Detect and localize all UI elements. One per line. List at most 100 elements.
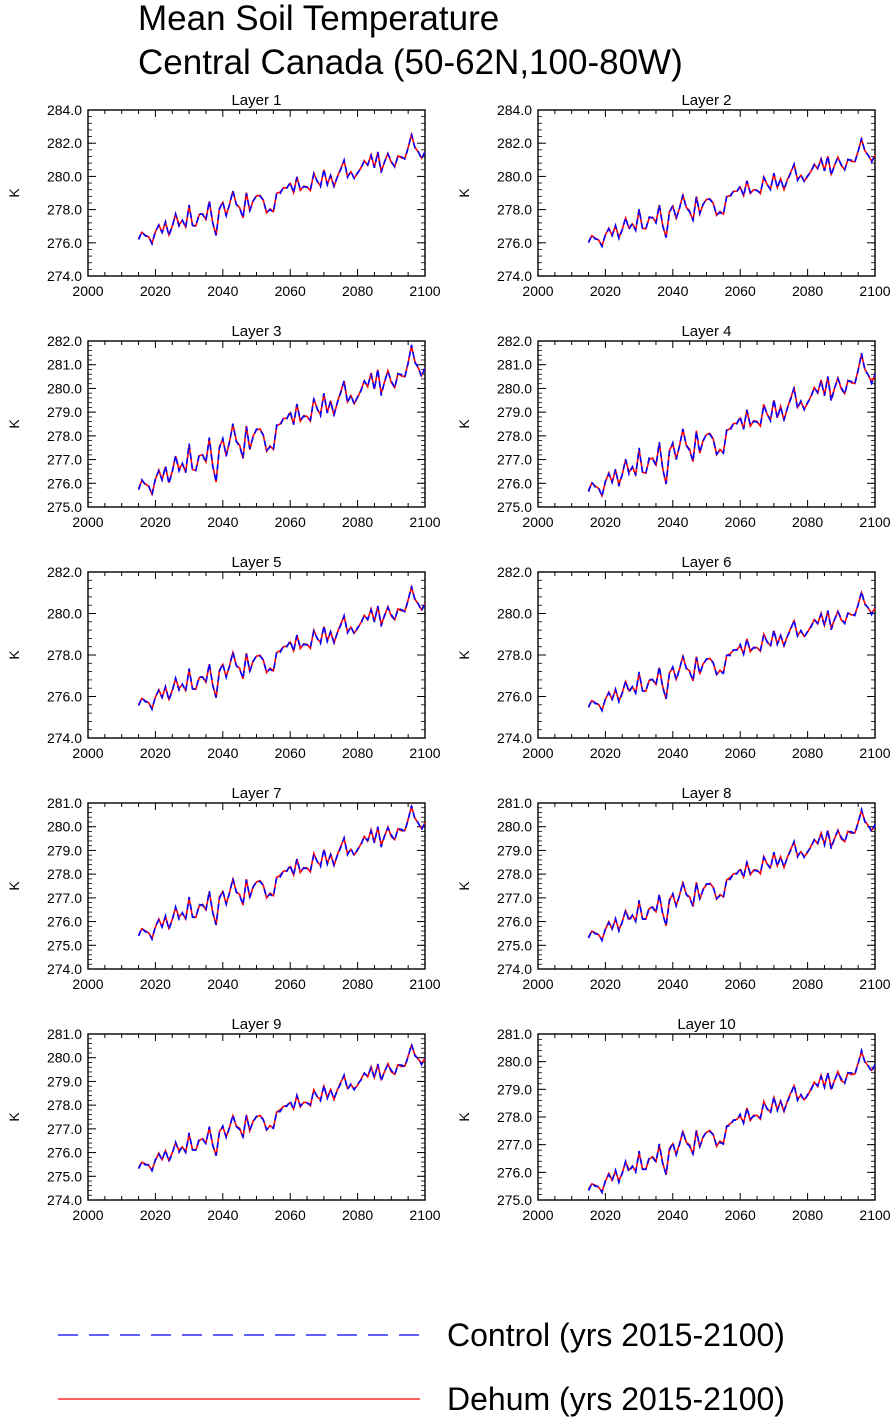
panel-title: Layer 2 [681, 92, 731, 109]
x-tick-label: 2080 [792, 976, 823, 992]
x-tick-label: 2060 [725, 976, 756, 992]
x-tick-label: 2000 [72, 976, 103, 992]
y-tick-label: 280.0 [47, 380, 82, 396]
x-tick-label: 2060 [275, 283, 306, 299]
x-tick-label: 2080 [792, 514, 823, 530]
y-tick-label: 282.0 [47, 564, 82, 580]
y-tick-label: 276.0 [497, 1164, 532, 1180]
x-tick-label: 2080 [792, 283, 823, 299]
y-tick-label: 275.0 [497, 499, 532, 515]
plot-frame [537, 109, 876, 277]
y-tick-label: 281.0 [497, 795, 532, 811]
y-tick-label: 277.0 [47, 890, 82, 906]
y-axis-label: K [6, 650, 22, 660]
y-tick-label: 274.0 [497, 730, 532, 746]
x-tick-label: 2100 [409, 976, 440, 992]
y-tick-label: 280.0 [497, 606, 532, 622]
panel-2: Layer 2 2000 2020 2040 2060 2080 2100 274.0 276.… [456, 92, 891, 299]
x-tick-label: 2020 [140, 745, 171, 761]
x-tick-label: 2060 [275, 745, 306, 761]
x-tick-label: 2080 [342, 514, 373, 530]
y-tick-label: 279.0 [47, 842, 82, 858]
y-axis-label: K [6, 1112, 22, 1122]
plot-frame [87, 109, 426, 277]
y-tick-label: 282.0 [497, 135, 532, 151]
x-tick-label: 2060 [275, 1207, 306, 1223]
x-tick-label: 2020 [140, 976, 171, 992]
series-line-control [137, 344, 426, 498]
y-tick-label: 278.0 [47, 866, 82, 882]
y-axis-label: K [6, 419, 22, 429]
y-tick-label: 278.0 [497, 202, 532, 218]
x-tick-label: 2040 [207, 514, 238, 530]
y-axis-label: K [6, 881, 22, 891]
x-tick-label: 2060 [725, 514, 756, 530]
y-tick-label: 275.0 [497, 1192, 532, 1208]
y-tick-label: 274.0 [47, 268, 82, 284]
x-tick-label: 2020 [590, 514, 621, 530]
plot-frame [87, 571, 426, 739]
x-tick-label: 2000 [522, 1207, 553, 1223]
y-tick-label: 274.0 [497, 268, 532, 284]
y-tick-label: 276.0 [497, 914, 532, 930]
x-tick-label: 2040 [207, 976, 238, 992]
y-tick-label: 277.0 [497, 890, 532, 906]
y-tick-label: 276.0 [497, 235, 532, 251]
y-tick-label: 279.0 [47, 404, 82, 420]
series-line-control [137, 133, 426, 247]
y-tick-label: 281.0 [47, 795, 82, 811]
x-tick-label: 2000 [522, 514, 553, 530]
panel-10: Layer 10 2000 2020 2040 2060 2080 2100 275.0 276… [456, 1016, 891, 1223]
series-line-dehum [137, 1042, 426, 1172]
y-tick-label: 277.0 [497, 452, 532, 468]
y-tick-label: 278.0 [47, 428, 82, 444]
plot-frame [537, 571, 876, 739]
x-tick-label: 2040 [657, 283, 688, 299]
x-tick-label: 2100 [859, 745, 890, 761]
x-tick-label: 2060 [725, 745, 756, 761]
x-tick-label: 2020 [590, 745, 621, 761]
y-axis-label: K [6, 188, 22, 198]
y-tick-label: 276.0 [47, 475, 82, 491]
y-tick-label: 280.0 [47, 819, 82, 835]
panel-5: Layer 5 2000 2020 2040 2060 2080 2100 274.0 276.… [6, 554, 441, 761]
x-tick-label: 2100 [859, 283, 890, 299]
y-tick-label: 276.0 [497, 475, 532, 491]
y-tick-label: 274.0 [497, 961, 532, 977]
x-tick-label: 2100 [859, 976, 890, 992]
x-tick-label: 2000 [72, 1207, 103, 1223]
panel-title: Layer 1 [231, 92, 281, 109]
y-tick-label: 274.0 [47, 1192, 82, 1208]
y-tick-label: 278.0 [47, 202, 82, 218]
y-tick-label: 278.0 [497, 647, 532, 663]
y-tick-label: 275.0 [47, 937, 82, 953]
panel-6: Layer 6 2000 2020 2040 2060 2080 2100 274.0 276.… [456, 554, 891, 761]
y-tick-label: 280.0 [47, 168, 82, 184]
y-tick-label: 280.0 [497, 1054, 532, 1070]
y-tick-label: 278.0 [497, 1109, 532, 1125]
x-tick-label: 2040 [657, 745, 688, 761]
x-tick-label: 2000 [72, 283, 103, 299]
panel-1: Layer 1 2000 2020 2040 2060 2080 2100 274.0 276.… [6, 92, 441, 299]
y-tick-label: 275.0 [47, 499, 82, 515]
x-tick-label: 2000 [522, 976, 553, 992]
y-tick-label: 280.0 [47, 606, 82, 622]
plot-frame [87, 340, 426, 508]
x-tick-label: 2040 [657, 1207, 688, 1223]
series-line-control [587, 138, 876, 249]
plot-frame [87, 802, 426, 970]
y-tick-label: 280.0 [497, 380, 532, 396]
panel-9: Layer 9 2000 2020 2040 2060 2080 2100 274.0 275.… [6, 1016, 441, 1223]
legend: Control (yrs 2015-2100) Dehum (yrs 2015-… [58, 1317, 785, 1417]
y-tick-label: 279.0 [497, 842, 532, 858]
series-line-control [587, 353, 876, 500]
y-tick-label: 282.0 [497, 564, 532, 580]
x-tick-label: 2080 [342, 1207, 373, 1223]
panel-title: Layer 6 [681, 554, 731, 571]
y-tick-label: 282.0 [47, 333, 82, 349]
y-tick-label: 276.0 [497, 689, 532, 705]
y-tick-label: 276.0 [47, 1145, 82, 1161]
y-tick-label: 276.0 [47, 689, 82, 705]
x-tick-label: 2080 [342, 745, 373, 761]
